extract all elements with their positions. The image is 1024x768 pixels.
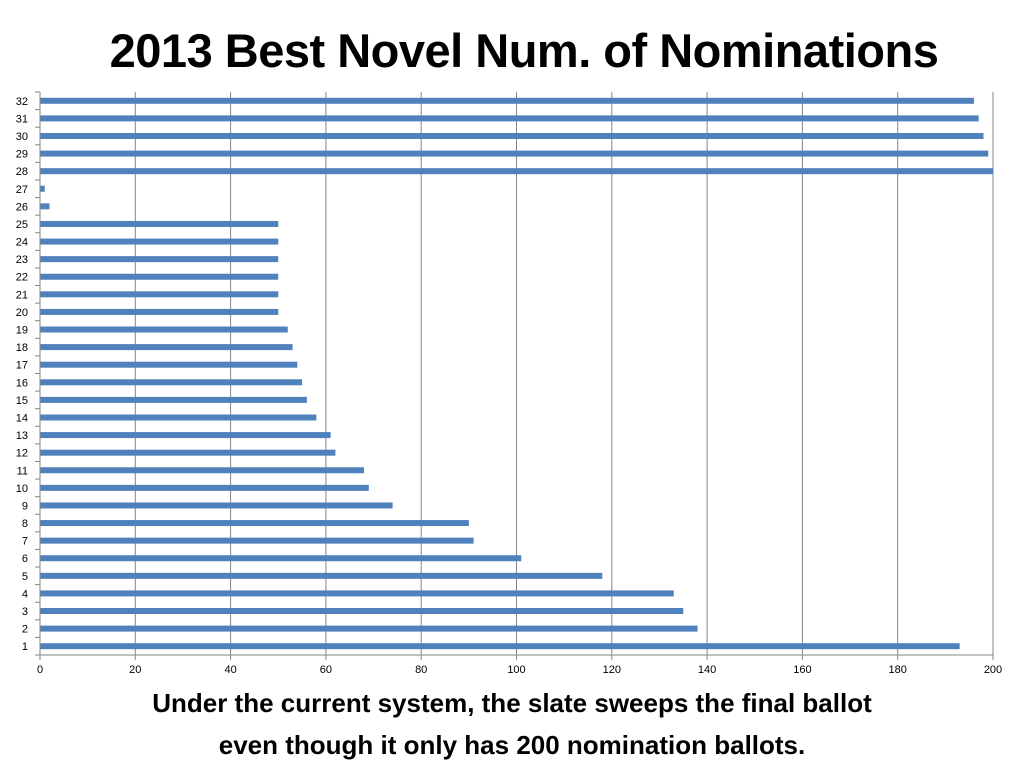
bars bbox=[40, 97, 993, 650]
bar bbox=[40, 379, 303, 386]
bar bbox=[40, 361, 298, 368]
bar bbox=[40, 220, 279, 227]
bar bbox=[40, 308, 279, 315]
bar bbox=[40, 537, 474, 544]
y-tick-label: 10 bbox=[16, 483, 28, 495]
tick-labels: 0 20 40 60 80 100 120 140 160 180 2001234567891011… bbox=[16, 96, 1002, 676]
bar bbox=[40, 115, 979, 122]
bar bbox=[40, 484, 369, 491]
bar bbox=[40, 520, 469, 527]
x-tick-label: 20 bbox=[129, 664, 141, 676]
y-tick-label: 16 bbox=[16, 377, 28, 389]
y-tick-label: 1 bbox=[22, 641, 28, 653]
bar bbox=[40, 344, 293, 351]
bar bbox=[40, 502, 393, 509]
bar bbox=[40, 273, 279, 280]
y-tick-label: 7 bbox=[22, 536, 28, 548]
y-tick-label: 32 bbox=[16, 96, 28, 108]
y-tick-label: 30 bbox=[16, 131, 28, 143]
x-tick-label: 80 bbox=[415, 664, 427, 676]
x-tick-label: 0 bbox=[37, 664, 43, 676]
y-tick-label: 11 bbox=[17, 465, 28, 477]
bar bbox=[40, 467, 365, 474]
x-tick-label: 100 bbox=[507, 664, 525, 676]
x-tick-label: 60 bbox=[320, 664, 332, 676]
y-tick-label: 9 bbox=[22, 500, 28, 512]
slide-caption: Under the current system, the slate swee… bbox=[0, 682, 1024, 766]
y-tick-label: 12 bbox=[16, 448, 28, 460]
bar bbox=[40, 168, 993, 175]
bar bbox=[40, 203, 50, 210]
bar bbox=[40, 132, 984, 139]
bar bbox=[40, 590, 674, 597]
y-tick-label: 17 bbox=[16, 360, 28, 372]
y-tick-label: 20 bbox=[16, 307, 28, 319]
y-tick-label: 24 bbox=[16, 237, 28, 249]
y-tick-label: 31 bbox=[16, 113, 28, 125]
bar bbox=[40, 449, 336, 456]
bar bbox=[40, 185, 45, 192]
x-tick-label: 180 bbox=[889, 664, 907, 676]
y-tick-label: 2 bbox=[22, 624, 28, 636]
bar bbox=[40, 608, 684, 615]
slide-title: 2013 Best Novel Num. of Nominations bbox=[109, 24, 939, 77]
bar bbox=[40, 625, 698, 632]
bar bbox=[40, 555, 522, 562]
y-tick-label: 22 bbox=[16, 272, 28, 284]
gridlines bbox=[134, 92, 994, 655]
bar-chart: 0 20 40 60 80 100 120 140 160 180 2001234567891011… bbox=[16, 91, 1002, 676]
bar bbox=[40, 414, 317, 421]
x-tick-label: 160 bbox=[793, 664, 811, 676]
y-tick-label: 18 bbox=[16, 342, 28, 354]
y-tick-label: 15 bbox=[16, 395, 28, 407]
bar bbox=[40, 150, 989, 157]
x-tick-label: 200 bbox=[984, 664, 1002, 676]
bar bbox=[40, 256, 279, 263]
y-tick-label: 3 bbox=[22, 606, 28, 618]
bar bbox=[40, 643, 960, 650]
y-tick-label: 25 bbox=[16, 219, 28, 231]
y-tick-label: 27 bbox=[16, 184, 28, 196]
bar bbox=[40, 326, 288, 333]
y-tick-label: 13 bbox=[16, 430, 28, 442]
bar bbox=[40, 238, 279, 245]
bar bbox=[40, 291, 279, 298]
y-tick-label: 4 bbox=[22, 588, 28, 600]
y-tick-label: 14 bbox=[16, 412, 28, 424]
bar bbox=[40, 97, 974, 104]
bar bbox=[40, 572, 603, 579]
y-tick-label: 6 bbox=[22, 553, 28, 565]
axes bbox=[35, 91, 994, 660]
y-tick-label: 8 bbox=[22, 518, 28, 530]
bar bbox=[40, 396, 307, 403]
caption-line-2: even though it only has 200 nomination b… bbox=[218, 730, 806, 760]
y-tick-label: 23 bbox=[16, 254, 28, 266]
y-tick-label: 19 bbox=[16, 325, 28, 337]
y-tick-label: 26 bbox=[16, 201, 28, 213]
y-tick-label: 21 bbox=[16, 289, 28, 301]
x-tick-label: 140 bbox=[698, 664, 716, 676]
x-tick-label: 40 bbox=[224, 664, 236, 676]
x-tick-label: 120 bbox=[603, 664, 621, 676]
y-tick-label: 29 bbox=[16, 149, 28, 161]
y-tick-label: 5 bbox=[22, 571, 28, 583]
y-tick-label: 28 bbox=[16, 166, 28, 178]
bar bbox=[40, 432, 331, 439]
caption-line-1: Under the current system, the slate swee… bbox=[152, 688, 872, 718]
